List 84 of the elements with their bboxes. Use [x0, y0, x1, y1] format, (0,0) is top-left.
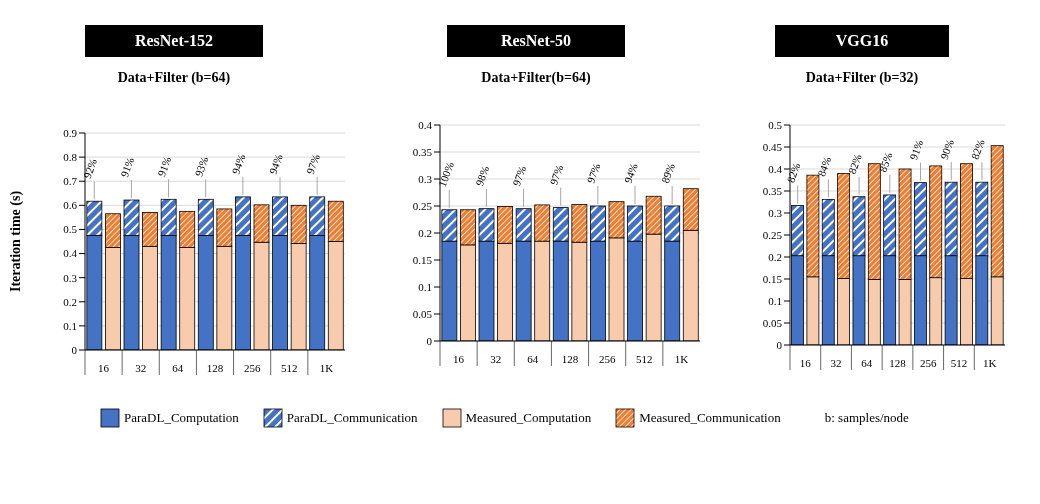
- y-tick-label: 0.4: [63, 247, 78, 260]
- y-tick-label: 0.5: [63, 223, 78, 236]
- y-tick-label: 0.4: [768, 162, 783, 175]
- x-tick-label: 512: [950, 357, 968, 369]
- annotation: 91%: [907, 138, 926, 162]
- annotation: 100%: [435, 160, 456, 189]
- annotation: 97%: [303, 152, 322, 176]
- legend-label: ParaDL_Communication: [286, 410, 418, 426]
- x-tick-label: 256: [598, 353, 616, 365]
- y-tick-label: 0.1: [768, 294, 782, 307]
- y-tick-label: 0.15: [762, 272, 783, 285]
- x-tick-label: 128: [889, 357, 907, 369]
- x-tick-label: 128: [561, 353, 579, 365]
- annotation: 94%: [266, 152, 285, 176]
- x-tick-label: 256: [243, 362, 261, 374]
- x-tick-label: 32: [135, 362, 147, 374]
- legend-label: Measured_Communication: [639, 410, 781, 426]
- y-tick-label: 0.2: [418, 226, 432, 239]
- chart-title: ResNet-152: [85, 25, 263, 57]
- annotation: 97%: [584, 161, 603, 185]
- y-tick-label: 0.2: [768, 250, 782, 263]
- x-tick-label: 16: [453, 353, 465, 365]
- y-tick-label: 0: [71, 343, 78, 356]
- y-tick-label: 0.35: [762, 184, 783, 197]
- x-tick-label: 512: [281, 362, 298, 374]
- annotation: 93%: [192, 154, 211, 178]
- y-tick-label: 0.3: [63, 271, 78, 284]
- x-tick-label: 16: [98, 362, 110, 374]
- chart-subtitle: Data+Filter (b=64): [116, 70, 232, 86]
- y-tick-label: 0.25: [762, 228, 783, 241]
- annotation: 90%: [937, 137, 957, 161]
- y-tick-label: 0.25: [412, 199, 433, 212]
- annotation: 98%: [473, 164, 492, 188]
- legend-label: Measured_Computation: [465, 410, 592, 426]
- x-tick-label: 1K: [982, 357, 997, 369]
- y-tick-label: 0.2: [63, 295, 77, 308]
- x-tick-label: 32: [830, 357, 842, 369]
- x-tick-label: 1K: [674, 353, 689, 365]
- y-tick-label: 0.45: [762, 140, 783, 153]
- y-tick-label: 0.1: [418, 280, 432, 293]
- x-tick-label: 128: [206, 362, 224, 374]
- annotation: 82%: [784, 161, 803, 185]
- annotation: 94%: [229, 152, 248, 176]
- y-tick-label: 0.05: [412, 307, 433, 320]
- y-tick-label: 0.7: [63, 175, 78, 188]
- y-tick-label: 0.05: [762, 316, 783, 329]
- annotation: 92%: [80, 156, 100, 180]
- text: b: samples/node: [824, 410, 909, 426]
- annotation: 97%: [510, 164, 529, 188]
- y-tick-label: 0.15: [412, 253, 433, 266]
- y-tick-label: 0.9: [63, 126, 78, 139]
- chart-title: VGG16: [775, 25, 949, 57]
- y-axis-title: Iteration time (s): [7, 190, 24, 293]
- y-tick-label: 0.6: [63, 199, 78, 212]
- y-tick-label: 0.5: [768, 118, 783, 131]
- y-tick-label: 0: [776, 338, 783, 351]
- chart-subtitle: Data+Filter(b=64): [480, 70, 592, 86]
- annotation: 85%: [876, 150, 895, 174]
- y-tick-label: 0.3: [418, 172, 433, 185]
- x-tick-label: 64: [861, 357, 873, 369]
- annotation: 82%: [968, 137, 987, 161]
- annotation: 91%: [155, 154, 174, 178]
- annotation: 91%: [118, 155, 137, 179]
- x-tick-label: 64: [172, 362, 184, 374]
- chart-title: ResNet-50: [447, 25, 625, 57]
- x-tick-label: 32: [490, 353, 502, 365]
- x-tick-label: 64: [527, 353, 539, 365]
- annotation: 89%: [658, 161, 677, 185]
- annotation: 97%: [547, 163, 566, 187]
- legend-label: ParaDL_Computation: [124, 410, 239, 426]
- chart-subtitle: Data+Filter (b=32): [804, 70, 920, 86]
- annotation: 82%: [845, 152, 864, 176]
- y-tick-label: 0.35: [412, 145, 433, 158]
- y-tick-label: 0.3: [768, 206, 783, 219]
- x-tick-label: 512: [636, 353, 653, 365]
- y-tick-label: 0.8: [63, 151, 78, 164]
- annotation: 94%: [621, 161, 640, 185]
- x-tick-label: 256: [919, 357, 937, 369]
- annotation: 84%: [815, 154, 834, 179]
- y-tick-label: 0.1: [63, 319, 77, 332]
- y-tick-label: 0: [426, 334, 433, 347]
- y-tick-label: 0.4: [418, 118, 433, 131]
- x-tick-label: 1K: [319, 362, 334, 374]
- x-tick-label: 16: [799, 357, 812, 369]
